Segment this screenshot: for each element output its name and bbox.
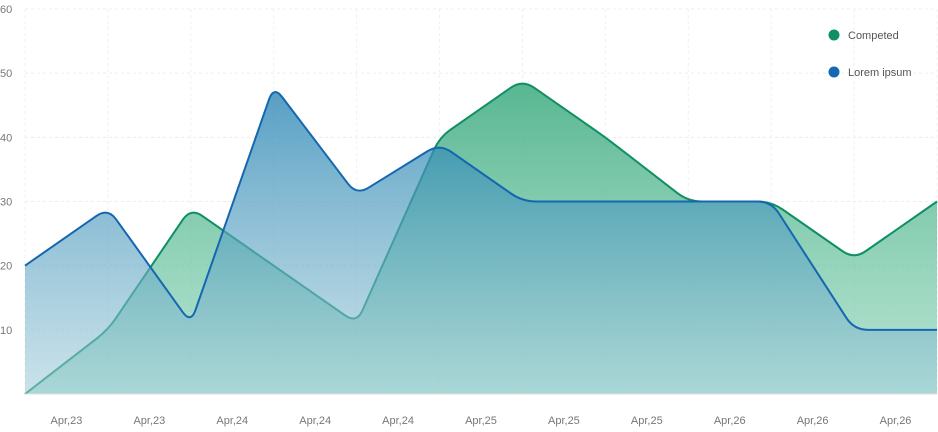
x-tick-label: Apr,26: [714, 415, 746, 427]
area-layer: [25, 80, 937, 394]
legend-marker-icon: [829, 67, 840, 78]
x-tick-label: Apr,24: [382, 415, 414, 427]
x-tick-label: Apr,25: [631, 415, 663, 427]
legend-label: Competed: [848, 30, 899, 42]
y-tick-label: 60: [0, 4, 12, 16]
x-tick-label: Apr,25: [465, 415, 497, 427]
x-tick-label: Apr,26: [880, 415, 912, 427]
y-tick-label: 50: [0, 68, 12, 80]
y-tick-label: 40: [0, 132, 12, 144]
legend: Competed Lorem ipsum: [829, 30, 912, 80]
x-tick-label: Apr,24: [299, 415, 331, 427]
legend-marker-icon: [829, 30, 840, 41]
legend-item-competed[interactable]: Competed: [829, 30, 899, 43]
y-tick-label: 10: [0, 325, 12, 337]
x-tick-label: Apr,24: [216, 415, 248, 427]
legend-item-lorem-ipsum[interactable]: Lorem ipsum: [829, 67, 912, 80]
x-tick-label: Apr,26: [797, 415, 829, 427]
legend-label: Lorem ipsum: [848, 67, 912, 79]
y-tick-label: 30: [0, 197, 12, 209]
x-tick-label: Apr,25: [548, 415, 580, 427]
y-tick-label: 20: [0, 261, 12, 273]
x-tick-label: Apr,23: [51, 415, 83, 427]
x-tick-label: Apr,23: [133, 415, 165, 427]
